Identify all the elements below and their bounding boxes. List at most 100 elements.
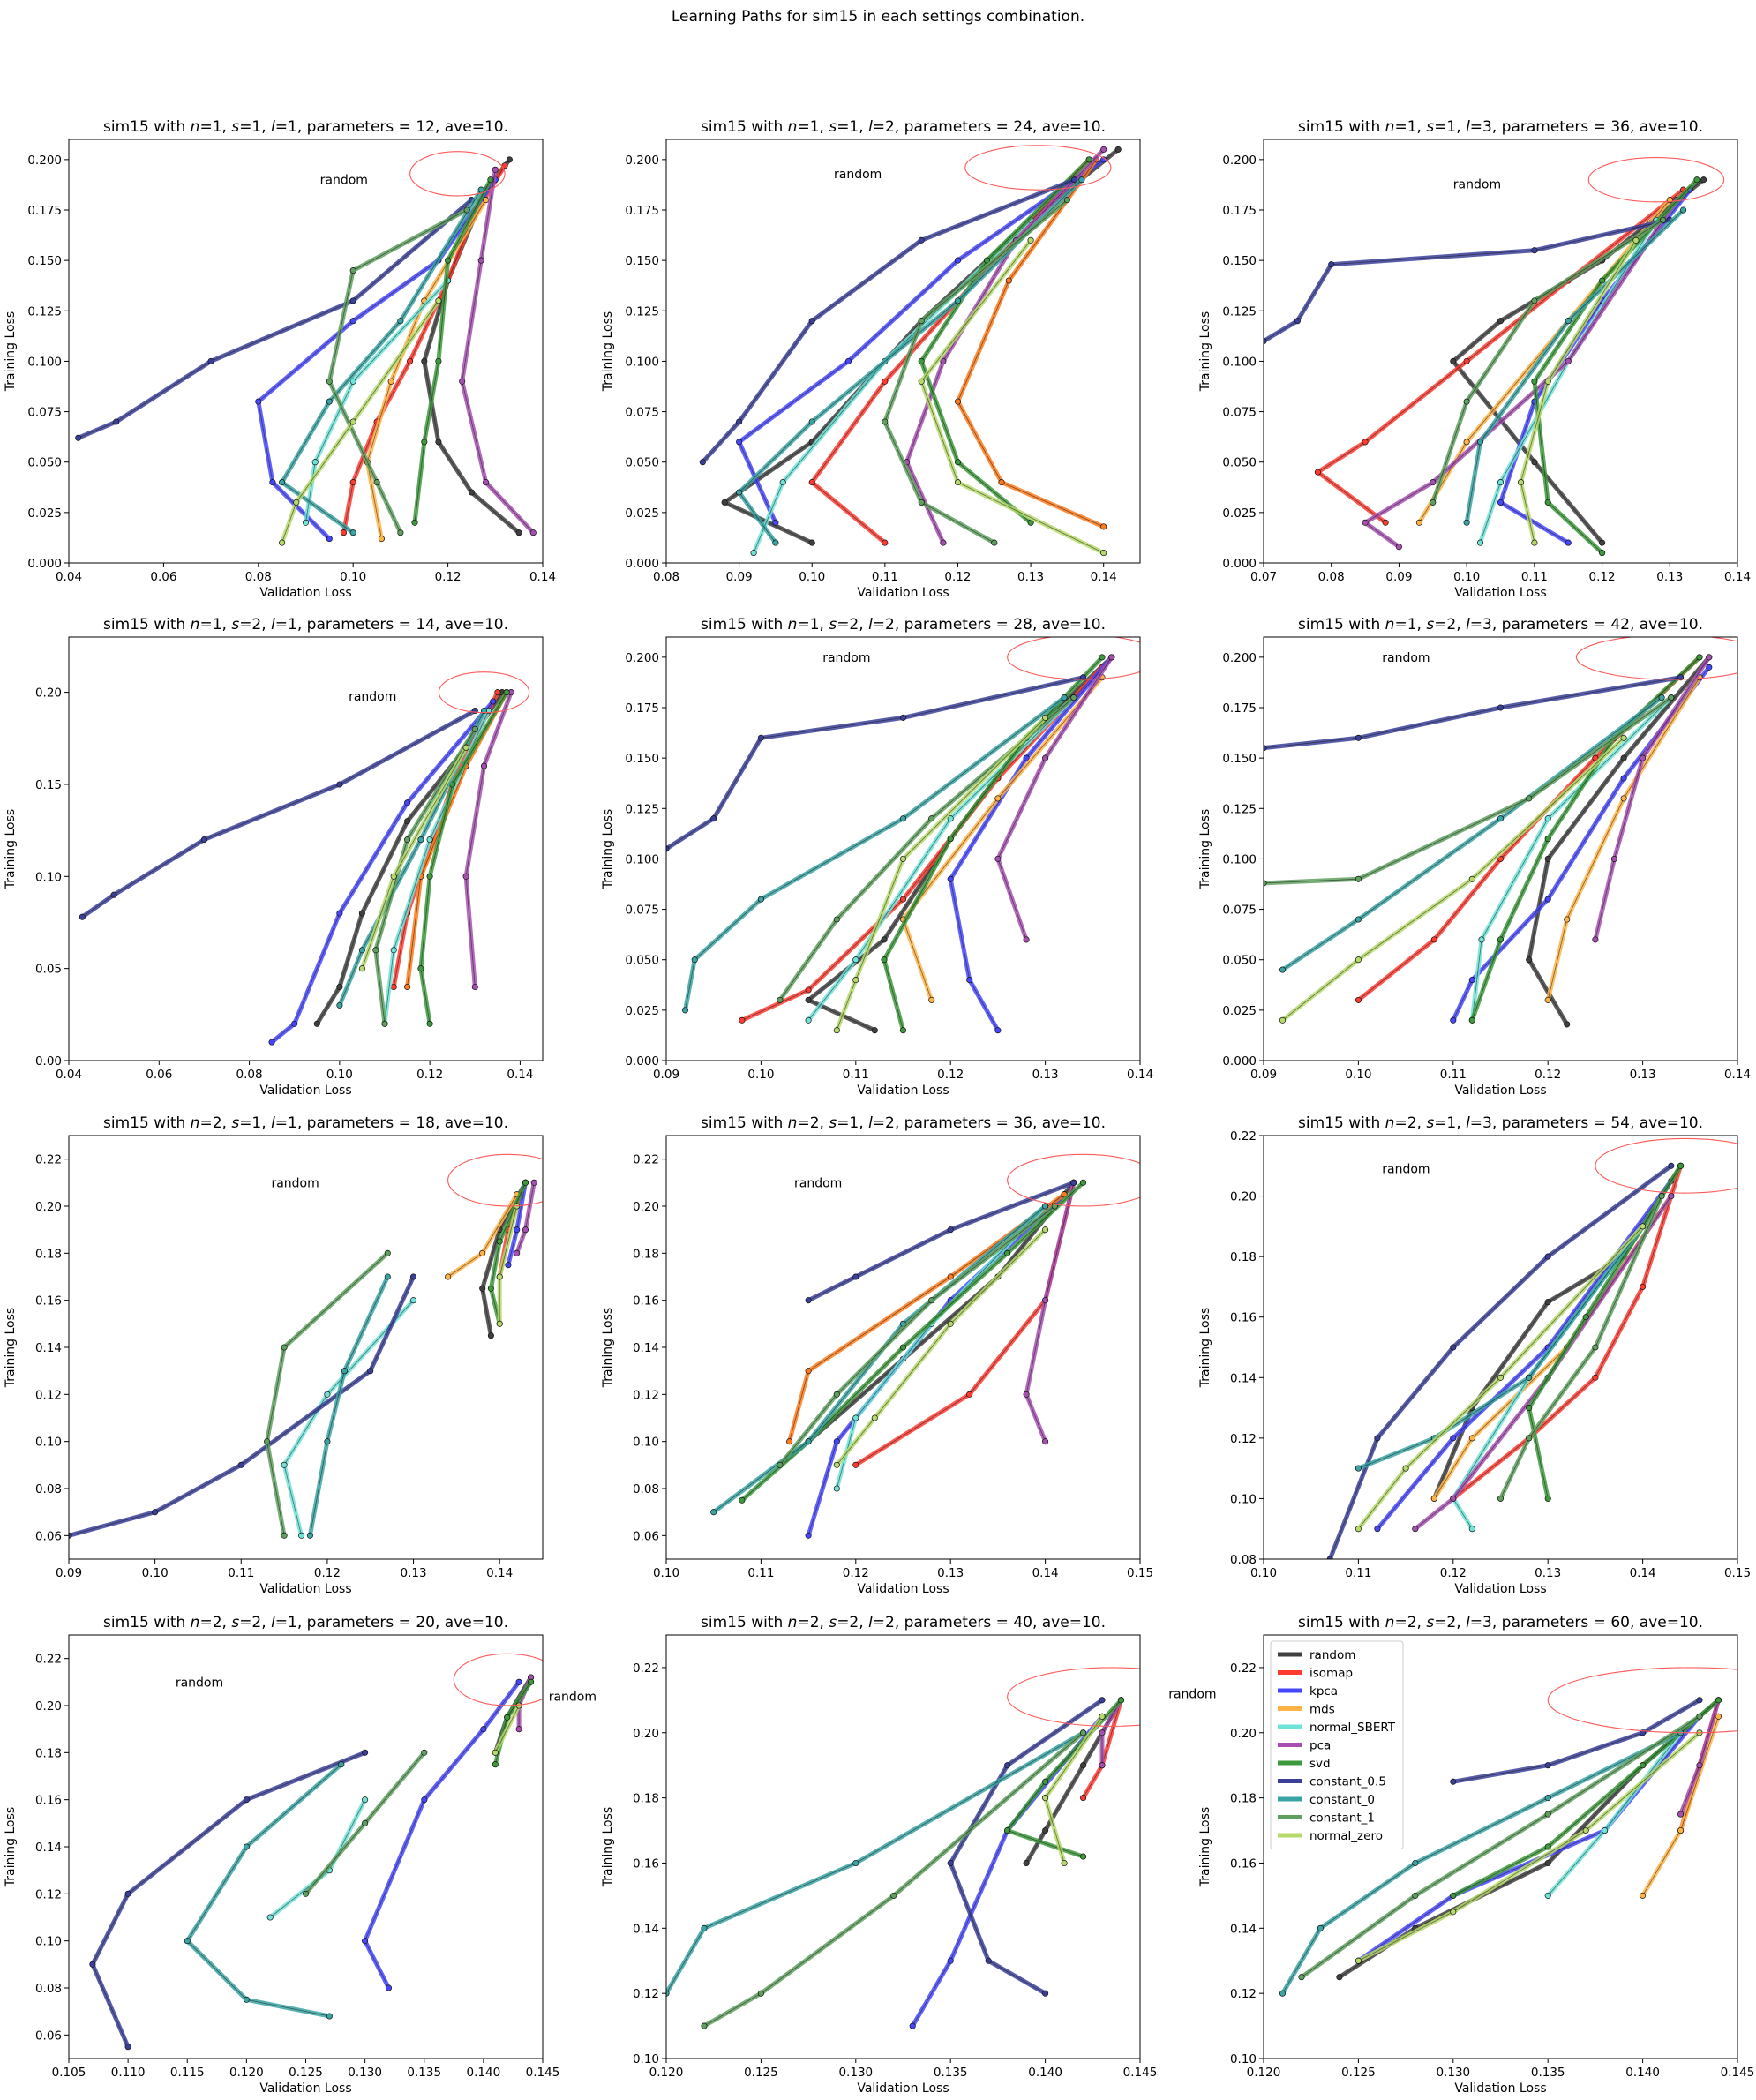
data-point-constant_0.5 xyxy=(985,1957,992,1964)
data-point-mds xyxy=(1564,916,1571,923)
series-line-normal_zero xyxy=(834,1227,1048,1467)
start-ellipse xyxy=(438,671,530,714)
series-edge-constant_0.5 xyxy=(702,179,1075,462)
y-tick-label: 0.100 xyxy=(1222,355,1257,369)
data-point-svd xyxy=(504,1714,511,1721)
y-tick-label: 0.100 xyxy=(1222,852,1257,866)
data-point-mds xyxy=(1463,439,1470,446)
x-tick-label: 0.11 xyxy=(1345,1566,1371,1580)
data-point-kpca xyxy=(909,2022,916,2029)
data-point-normal_zero xyxy=(871,1414,878,1421)
y-tick-label: 0.15 xyxy=(35,778,62,792)
panel-title: sim15 with n=1, s=2, l=1, parameters = 1… xyxy=(103,616,508,634)
data-point-constant_1 xyxy=(281,1344,288,1351)
data-point-kpca xyxy=(362,1938,369,1945)
data-point-normal_SBERT xyxy=(1544,1892,1551,1899)
data-point-kpca xyxy=(515,1678,522,1685)
data-point-constant_1 xyxy=(1070,694,1077,701)
data-point-svd xyxy=(411,519,418,526)
data-point-pca xyxy=(1099,1762,1106,1769)
data-point-pca xyxy=(1592,936,1599,943)
data-point-constant_1 xyxy=(373,479,380,486)
data-point-kpca xyxy=(268,1039,275,1046)
x-tick-label: 0.10 xyxy=(747,1068,774,1082)
data-point-normal_zero xyxy=(1582,1826,1589,1834)
x-tick-label: 0.10 xyxy=(1345,1068,1371,1082)
legend-entry-normal_zero: normal_zero xyxy=(1309,1829,1383,1843)
series-edge-constant_1 xyxy=(375,729,476,1024)
data-point-kpca xyxy=(1468,977,1475,984)
y-tick-label: 0.150 xyxy=(27,254,62,268)
y-tick-label: 0.10 xyxy=(1230,2052,1257,2066)
panel-title: sim15 with n=2, s=2, l=2, parameters = 4… xyxy=(701,1614,1106,1631)
data-point-svd xyxy=(522,1179,529,1186)
y-axis-label: Training Loss xyxy=(1198,1807,1212,1887)
y-tick-label: 0.12 xyxy=(35,1887,62,1901)
data-point-mds xyxy=(805,1368,812,1375)
data-point-normal_zero xyxy=(833,1461,840,1468)
x-tick-label: 0.09 xyxy=(56,1566,82,1580)
x-tick-label: 0.115 xyxy=(170,2066,205,2080)
series-edge-mds xyxy=(1547,677,1700,1001)
data-point-constant_0 xyxy=(384,1273,391,1280)
series-line-constant_0 xyxy=(184,1762,344,2019)
data-point-mds xyxy=(1640,1892,1647,1899)
data-point-constant_0.5 xyxy=(1071,176,1078,184)
plot-area xyxy=(1326,1137,1737,1559)
data-point-random xyxy=(515,529,522,536)
data-point-constant_0.5 xyxy=(1042,1990,1049,1997)
y-axis-label: Training Loss xyxy=(4,1807,18,1887)
data-point-kpca xyxy=(947,1957,954,1964)
panel-title: sim15 with n=1, s=1, l=2, parameters = 2… xyxy=(701,118,1106,136)
start-ellipse xyxy=(453,1653,543,1706)
data-point-svd xyxy=(1099,654,1106,661)
data-point-kpca xyxy=(1706,664,1713,671)
y-tick-label: 0.175 xyxy=(625,204,659,218)
data-point-mds xyxy=(994,795,1002,802)
panel-title: sim15 with n=1, s=1, l=3, parameters = 3… xyxy=(1298,118,1703,136)
series-edge-constant_1 xyxy=(1432,220,1663,503)
data-point-svd xyxy=(1080,1853,1087,1860)
y-tick-label: 0.200 xyxy=(1222,154,1257,168)
data-point-constant_0.5 xyxy=(1668,1162,1675,1169)
series-edge-svd xyxy=(490,1182,526,1324)
data-point-pca xyxy=(1640,754,1647,761)
data-point-kpca xyxy=(1565,539,1572,546)
y-tick-label: 0.025 xyxy=(27,506,62,521)
y-tick-label: 0.150 xyxy=(625,752,659,766)
data-point-random xyxy=(435,439,442,446)
y-tick-label: 0.12 xyxy=(1230,1987,1257,2001)
data-point-mds xyxy=(378,536,385,543)
legend-entry-normal_SBERT: normal_SBERT xyxy=(1309,1721,1396,1735)
y-axis-label: Training Loss xyxy=(1198,1308,1212,1388)
data-point-normal_zero xyxy=(1468,875,1475,882)
y-tick-label: 0.150 xyxy=(1222,254,1257,268)
data-point-svd xyxy=(417,965,424,972)
x-axis-label: Validation Loss xyxy=(1454,586,1546,600)
x-tick-label: 0.120 xyxy=(229,2066,264,2080)
series-edge-normal_zero xyxy=(836,717,1046,1031)
data-point-normal_SBERT xyxy=(779,479,786,486)
data-point-constant_0.5 xyxy=(1328,261,1335,268)
data-point-random xyxy=(1599,539,1606,546)
data-point-constant_1 xyxy=(757,1990,764,1997)
data-point-constant_0.5 xyxy=(207,357,214,364)
legend-entry-mds: mds xyxy=(1309,1703,1335,1717)
data-point-random xyxy=(881,936,888,943)
x-tick-label: 0.04 xyxy=(56,570,82,584)
series-edge-kpca xyxy=(364,1682,520,1989)
data-point-normal_zero xyxy=(918,378,925,385)
series-line-kpca xyxy=(806,1192,1067,1538)
series-edge-normal_SBERT xyxy=(1471,697,1672,1021)
data-point-normal_zero xyxy=(947,1320,954,1327)
data-point-constant_1 xyxy=(1668,694,1675,701)
x-tick-label: 0.10 xyxy=(653,1566,679,1580)
series-edge-normal_SBERT xyxy=(1480,220,1657,544)
y-tick-label: 0.12 xyxy=(1230,1432,1257,1446)
data-point-mds xyxy=(387,378,394,385)
data-point-pca xyxy=(1042,1438,1049,1445)
y-tick-label: 0.150 xyxy=(625,254,659,268)
x-tick-label: 0.08 xyxy=(1318,570,1345,584)
data-point-pca xyxy=(477,257,484,264)
data-point-constant_1 xyxy=(397,529,404,536)
